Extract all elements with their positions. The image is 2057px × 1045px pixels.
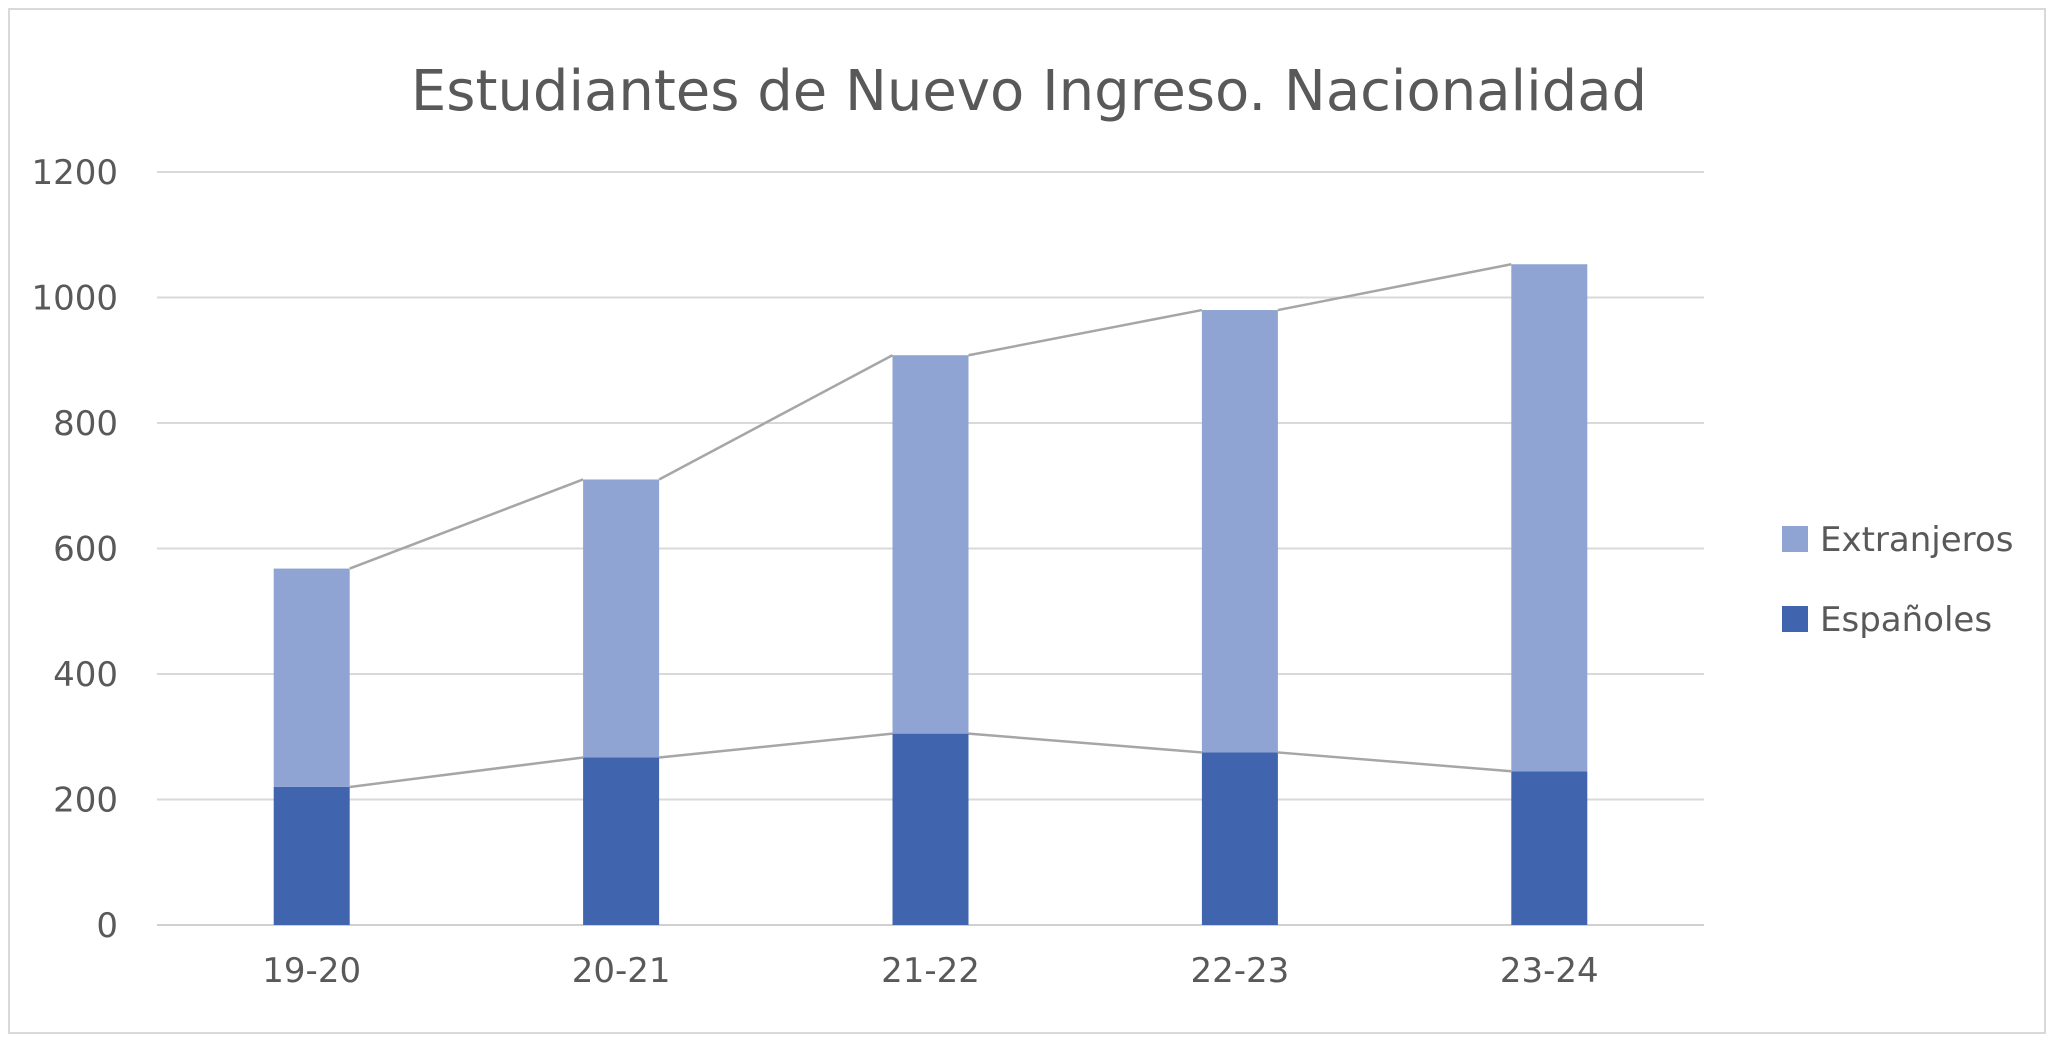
series-lines bbox=[349, 263, 1512, 789]
x-tick-label: 23-24 bbox=[1500, 951, 1599, 991]
bar-españoles-19-20 bbox=[273, 786, 350, 925]
series-line-extranjeros bbox=[968, 308, 1203, 357]
y-tick-label: 200 bbox=[53, 781, 118, 821]
series-line-españoles bbox=[1277, 751, 1512, 773]
chart-title: Estudiantes de Nuevo Ingreso. Nacionalid… bbox=[411, 59, 1647, 124]
series-line-extranjeros bbox=[349, 478, 584, 570]
x-axis-tick-labels: 19-20 20-21 21-22 22-23 23-24 bbox=[262, 951, 1598, 991]
y-tick-label: 400 bbox=[53, 655, 118, 695]
legend-label-extranjeros: Extranjeros bbox=[1820, 520, 2013, 560]
legend: Extranjeros Españoles bbox=[1782, 520, 2013, 640]
y-tick-label: 1200 bbox=[31, 153, 118, 193]
series-line-españoles bbox=[349, 756, 584, 789]
bar-extranjeros-19-20 bbox=[273, 568, 350, 787]
bar-layer bbox=[273, 264, 1588, 925]
y-axis-tick-labels: 0 200 400 600 800 1000 1200 bbox=[31, 153, 118, 946]
y-tick-label: 1000 bbox=[31, 279, 118, 319]
y-tick-label: 600 bbox=[53, 530, 118, 570]
chart-svg: Estudiantes de Nuevo Ingreso. Nacionalid… bbox=[31, 59, 2013, 991]
bar-extranjeros-22-23 bbox=[1201, 310, 1278, 753]
x-tick-label: 21-22 bbox=[881, 951, 980, 991]
legend-swatch-españoles bbox=[1782, 606, 1808, 632]
y-tick-label: 0 bbox=[96, 906, 118, 946]
series-line-extranjeros bbox=[658, 354, 894, 481]
bar-españoles-23-24 bbox=[1511, 771, 1588, 925]
bar-españoles-21-22 bbox=[892, 733, 969, 925]
x-tick-label: 19-20 bbox=[262, 951, 361, 991]
bar-españoles-20-21 bbox=[583, 757, 660, 925]
series-line-españoles bbox=[658, 732, 893, 759]
chart-frame: Estudiantes de Nuevo Ingreso. Nacionalid… bbox=[8, 8, 2046, 1034]
x-tick-label: 22-23 bbox=[1191, 951, 1290, 991]
y-tick-label: 800 bbox=[53, 404, 118, 444]
series-line-españoles bbox=[968, 732, 1203, 754]
series-line-extranjeros bbox=[1277, 263, 1512, 312]
legend-swatch-extranjeros bbox=[1782, 526, 1808, 552]
bar-extranjeros-21-22 bbox=[892, 355, 969, 734]
bar-extranjeros-20-21 bbox=[583, 479, 660, 758]
bar-extranjeros-23-24 bbox=[1511, 264, 1588, 772]
bar-españoles-22-23 bbox=[1201, 752, 1278, 925]
legend-label-españoles: Españoles bbox=[1820, 600, 1992, 640]
x-tick-label: 20-21 bbox=[572, 951, 671, 991]
